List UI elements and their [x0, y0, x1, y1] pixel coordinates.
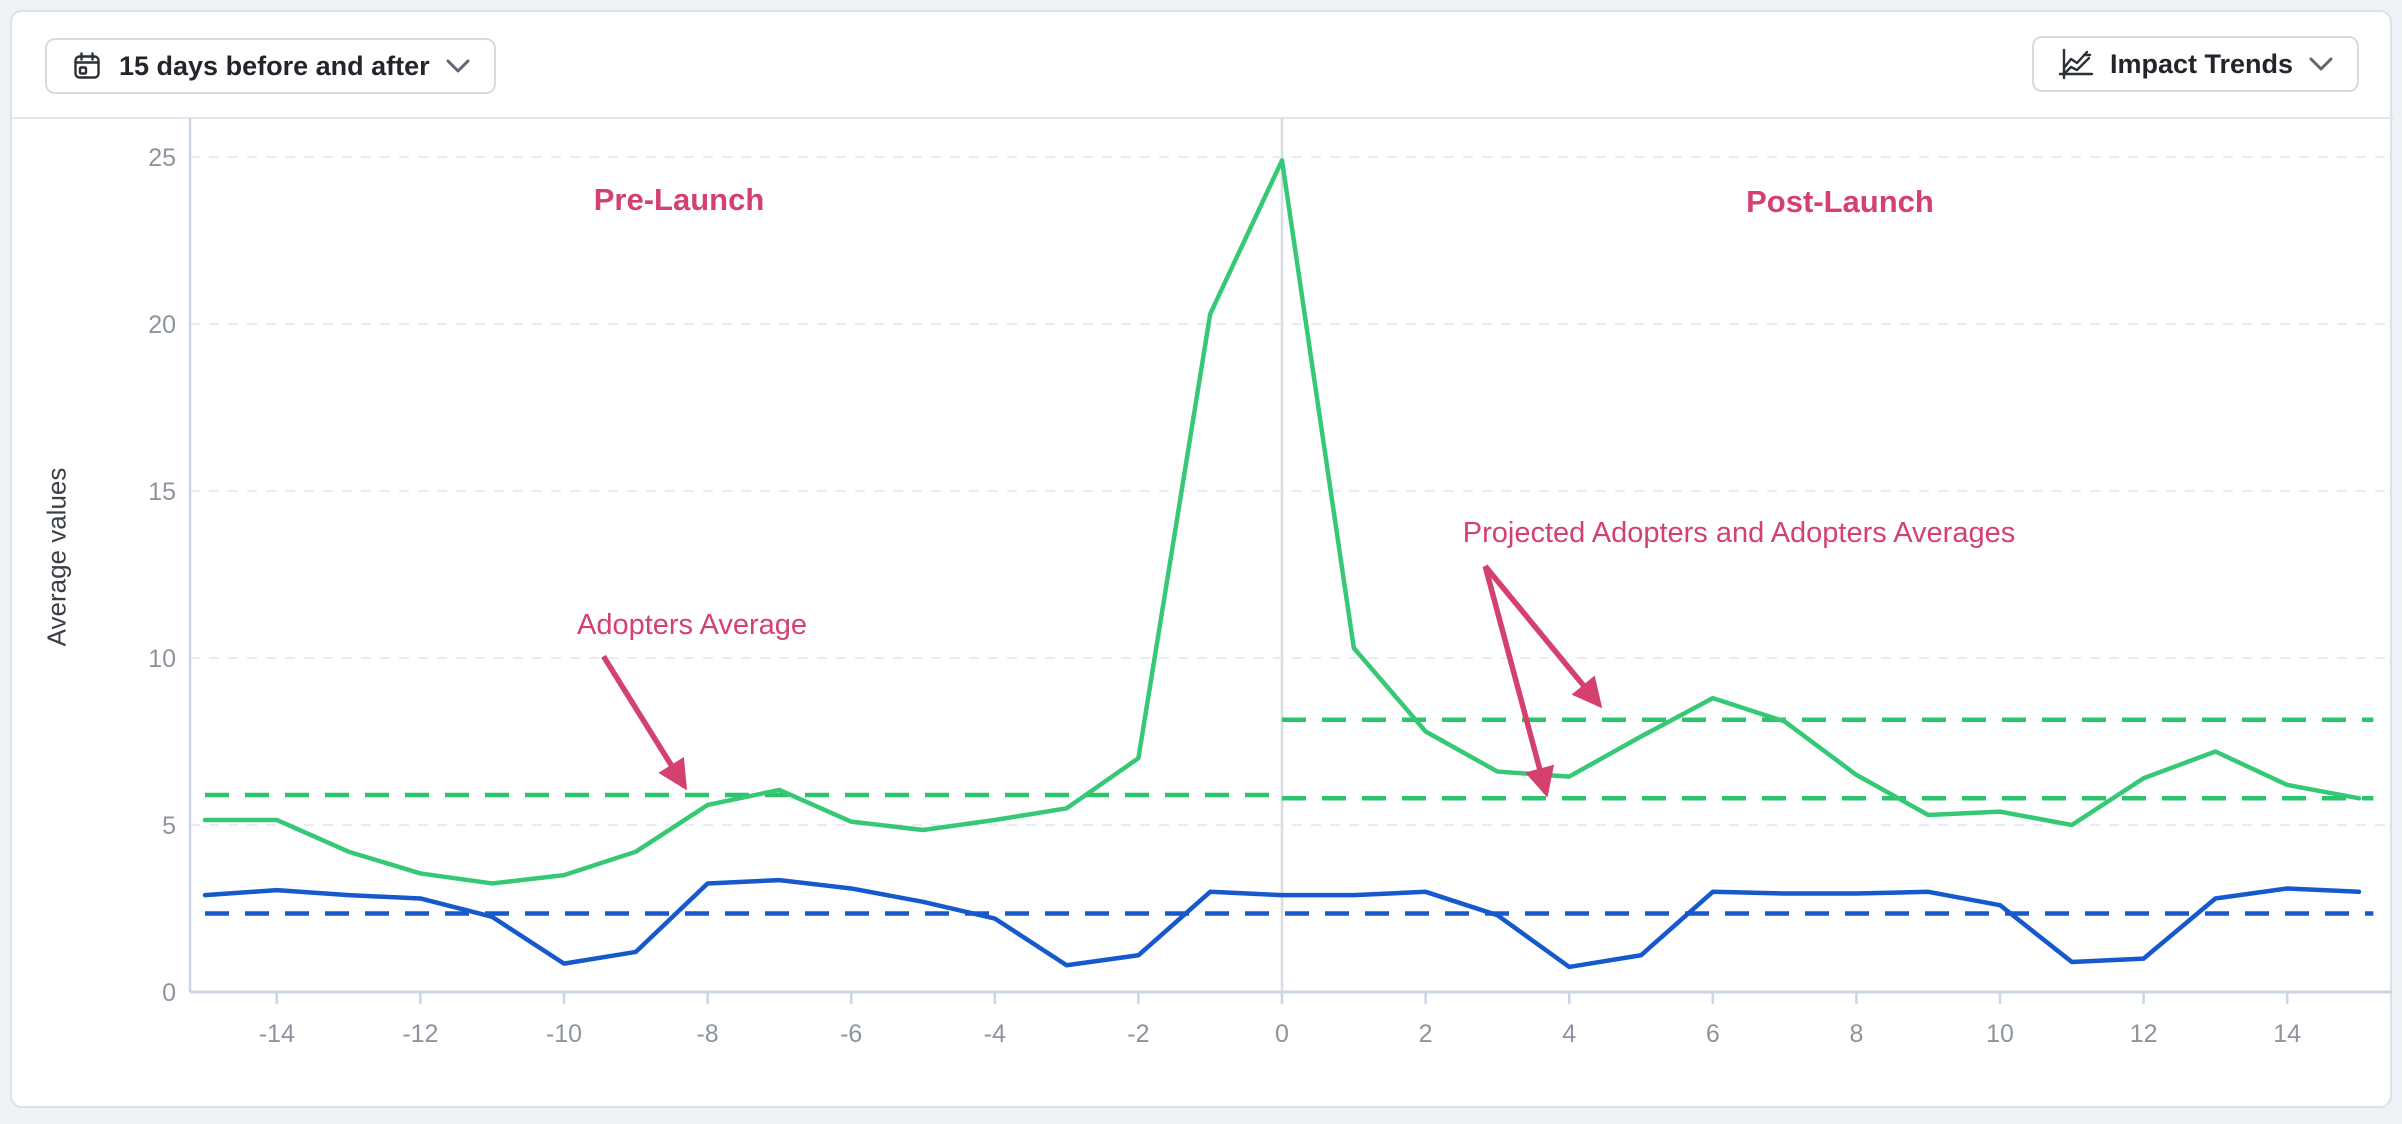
line-chart-icon: [2058, 48, 2094, 80]
chevron-down-icon: [2309, 57, 2333, 71]
svg-text:0: 0: [1275, 1020, 1289, 1048]
svg-text:-14: -14: [259, 1020, 295, 1048]
svg-text:5: 5: [162, 812, 176, 840]
svg-text:10: 10: [148, 645, 176, 673]
impact-trends-label: Impact Trends: [2109, 48, 2293, 79]
svg-text:-8: -8: [696, 1020, 718, 1048]
svg-text:-6: -6: [840, 1020, 862, 1048]
y-axis-title: Average values: [41, 467, 72, 647]
impact-trends-button[interactable]: Impact Trends: [2031, 36, 2359, 92]
svg-text:8: 8: [1849, 1020, 1863, 1048]
svg-text:4: 4: [1562, 1020, 1576, 1048]
svg-text:2: 2: [1419, 1020, 1433, 1048]
svg-text:6: 6: [1706, 1020, 1720, 1048]
svg-text:-12: -12: [402, 1020, 438, 1048]
svg-text:0: 0: [162, 979, 176, 1007]
svg-text:15: 15: [148, 478, 176, 506]
svg-text:10: 10: [1986, 1020, 2014, 1048]
svg-text:-10: -10: [546, 1020, 582, 1048]
date-range-button[interactable]: 15 days before and after: [45, 38, 496, 94]
svg-text:-4: -4: [984, 1020, 1006, 1048]
svg-text:25: 25: [148, 144, 176, 172]
svg-text:14: 14: [2273, 1020, 2301, 1048]
calendar-icon: [74, 52, 100, 79]
svg-text:-2: -2: [1127, 1020, 1149, 1048]
svg-text:12: 12: [2130, 1020, 2158, 1048]
svg-text:20: 20: [148, 311, 176, 339]
impact-trends-chart: -14 -12 -10 -8 -6 -4 -2 0 2 4 6 8 10 12 14 0 5 10 15 20 25: [12, 117, 2394, 1048]
chevron-down-icon: [446, 59, 470, 73]
impact-trends-card: -14 -12 -10 -8 -6 -4 -2 0 2 4 6 8 10 12 14 0 5 10 15 20 25 1…: [10, 10, 2394, 1108]
date-range-label: 15 days before and after: [119, 50, 430, 81]
